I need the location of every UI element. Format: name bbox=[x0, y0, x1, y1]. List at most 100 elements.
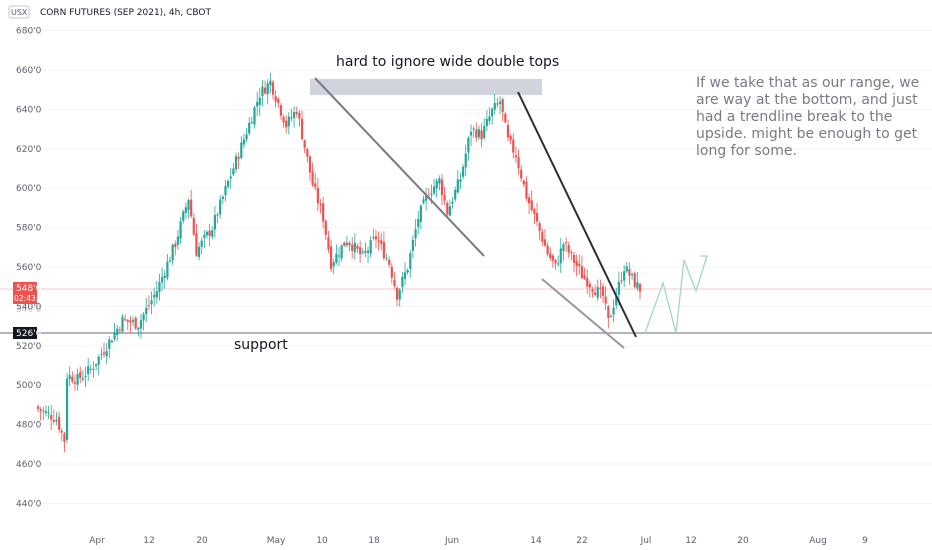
candle-body bbox=[266, 83, 269, 95]
candle-body bbox=[137, 327, 140, 330]
candle-body bbox=[113, 332, 116, 340]
support-label: support bbox=[234, 337, 288, 353]
time-tick-label: 12 bbox=[143, 536, 154, 546]
note-line: long for some. bbox=[696, 143, 797, 159]
candle-body bbox=[406, 269, 409, 273]
candle-body bbox=[520, 169, 523, 179]
price-axis[interactable]: 680'0 660'0 640'0 620'0 600'0 580'0 560'0 540'0… bbox=[16, 27, 42, 510]
candle-body bbox=[182, 211, 185, 221]
time-tick-label: Jun bbox=[444, 536, 459, 546]
candle-body bbox=[269, 80, 272, 86]
candle-body bbox=[554, 260, 557, 264]
candle-body bbox=[601, 286, 605, 297]
candle-body bbox=[216, 214, 219, 216]
candle-body bbox=[596, 287, 599, 298]
candle-body bbox=[295, 111, 298, 115]
candle-body bbox=[533, 209, 536, 215]
candle-body bbox=[530, 200, 533, 211]
candle-body bbox=[398, 289, 401, 300]
candle-body bbox=[232, 168, 235, 175]
price-tick-label: 660'0 bbox=[16, 66, 42, 76]
candle-body bbox=[409, 253, 412, 270]
price-tick-label: 600'0 bbox=[16, 184, 42, 194]
candle-body bbox=[52, 420, 55, 422]
currency-badge[interactable]: USX bbox=[11, 8, 28, 17]
candle-body bbox=[483, 125, 486, 138]
projection-arrowhead bbox=[700, 255, 708, 264]
candle-body bbox=[583, 275, 586, 279]
note-line: are way at the bottom, and just bbox=[696, 92, 918, 108]
candle-body bbox=[293, 111, 296, 119]
candle-body bbox=[274, 96, 277, 102]
candle-body bbox=[327, 237, 330, 250]
candle-body bbox=[329, 246, 333, 269]
countdown-value: 02:43:02 bbox=[14, 294, 48, 303]
candle-body bbox=[504, 113, 507, 123]
candle-body bbox=[393, 280, 396, 286]
candle-body bbox=[382, 242, 385, 259]
candle-body bbox=[271, 82, 275, 95]
analysis-note: If we take that as our range, we are way… bbox=[696, 75, 919, 159]
candle-body bbox=[100, 354, 103, 356]
candle-body bbox=[200, 240, 203, 247]
trendline-second-top[interactable] bbox=[517, 91, 637, 338]
candle-body bbox=[551, 255, 554, 261]
candle-body bbox=[73, 382, 77, 384]
candle-body bbox=[314, 183, 317, 188]
candle-body bbox=[145, 307, 148, 315]
candle-body bbox=[411, 239, 415, 251]
candle-body bbox=[142, 314, 145, 321]
candle-body bbox=[467, 137, 470, 153]
trendline-first-top[interactable] bbox=[314, 77, 485, 257]
time-tick-label: Apr bbox=[89, 536, 105, 546]
candle-body bbox=[282, 116, 285, 123]
candle-body bbox=[211, 230, 214, 237]
candle-body bbox=[190, 199, 193, 217]
candle-body bbox=[87, 366, 90, 374]
price-tick-label: 520'0 bbox=[16, 342, 42, 352]
price-tick-label: 460'0 bbox=[16, 460, 42, 470]
candle-body bbox=[572, 255, 576, 263]
candle-body bbox=[197, 246, 201, 257]
time-tick-label: 14 bbox=[530, 536, 542, 546]
candle-body bbox=[567, 244, 570, 253]
candle-body bbox=[623, 271, 626, 281]
candle-body bbox=[176, 236, 180, 245]
price-tick-label: 680'0 bbox=[16, 27, 42, 37]
candle-body bbox=[311, 171, 314, 186]
candle-body bbox=[538, 223, 541, 231]
time-axis[interactable]: Apr 12 20 May 10 18 Jun 14 22 Jul 12 20 Aug 9 bbox=[89, 536, 868, 546]
candle-body bbox=[472, 128, 475, 130]
candle-body bbox=[324, 220, 327, 235]
candle-body bbox=[253, 107, 256, 125]
candle-body bbox=[36, 406, 40, 409]
candle-body bbox=[403, 272, 407, 279]
candle-body bbox=[625, 266, 628, 272]
candle-body bbox=[564, 242, 568, 244]
candle-body bbox=[594, 292, 597, 295]
candle-body bbox=[604, 296, 607, 304]
candle-body bbox=[171, 244, 174, 261]
candle-body bbox=[84, 376, 87, 378]
note-line: had a trendline break to the bbox=[696, 109, 892, 125]
candle-body bbox=[79, 371, 82, 379]
candle-body bbox=[139, 320, 143, 329]
candle-body bbox=[446, 202, 449, 215]
candle-body bbox=[332, 262, 335, 267]
candle-body bbox=[615, 296, 618, 306]
candle-body bbox=[89, 368, 92, 370]
double-top-zone bbox=[310, 79, 542, 95]
time-tick-label: 10 bbox=[316, 536, 328, 546]
candle-body bbox=[633, 273, 636, 287]
candle-body bbox=[390, 266, 393, 278]
candle-body bbox=[430, 193, 433, 195]
candle-body bbox=[153, 294, 156, 298]
candle-body bbox=[541, 231, 544, 242]
candle-body bbox=[374, 236, 378, 240]
candle-body bbox=[102, 352, 106, 355]
candle-body bbox=[528, 197, 531, 204]
candle-body bbox=[50, 415, 53, 420]
trendline-lower-wedge[interactable] bbox=[541, 278, 625, 349]
candle-body bbox=[168, 260, 172, 262]
